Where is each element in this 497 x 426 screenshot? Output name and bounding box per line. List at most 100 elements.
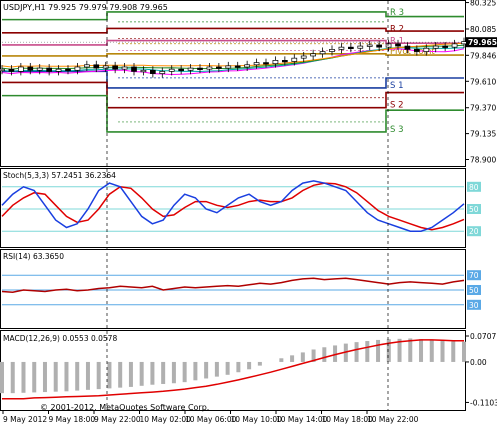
candle <box>272 60 279 65</box>
candle <box>348 46 354 50</box>
macd-tick-label: -0.1103 <box>470 398 497 407</box>
price-tick-label: 80.325 <box>470 0 496 8</box>
candle <box>263 62 269 65</box>
candle <box>338 46 345 50</box>
rsi-level-label: 50 <box>469 286 479 295</box>
candle <box>461 41 467 45</box>
price-tick-label: 78.900 <box>470 155 496 164</box>
macd-histogram-bar <box>311 349 316 362</box>
macd-histogram-bar <box>257 361 262 366</box>
macd-histogram-bar <box>75 361 80 391</box>
rsi-label: RSI(14) 63.3650 <box>3 252 64 261</box>
macd-histogram-bar <box>118 361 123 388</box>
candle <box>357 45 364 49</box>
stoch-level-tag <box>467 181 481 192</box>
candle <box>131 66 137 72</box>
time-tick-label: 10 May 14:00 <box>276 415 328 424</box>
candle <box>423 47 430 52</box>
time-tick-label: 10 May 06:00 <box>185 415 237 424</box>
candle <box>385 43 392 48</box>
candle <box>140 69 147 73</box>
rsi-line <box>1 277 465 293</box>
macd-signal-line <box>2 339 464 400</box>
macd-histogram-bar <box>354 342 359 362</box>
time-tick-label: 10 May 10:00 <box>231 415 283 424</box>
stoch-level-tag <box>467 226 481 237</box>
candle <box>121 66 128 70</box>
macd-histogram-bar <box>333 345 338 362</box>
macd-histogram-bar <box>182 361 187 383</box>
copyright: © 2001-2012, MetaQuotes Software Corp. <box>40 403 209 412</box>
pivot-line <box>2 39 464 46</box>
price-tick-label: 80.085 <box>470 25 496 34</box>
macd-histogram-bar <box>225 361 230 375</box>
macd-histogram-bar <box>343 343 348 362</box>
candle <box>93 64 100 69</box>
pivot-line <box>2 52 464 57</box>
pivot-label: R 1 <box>390 37 404 47</box>
candle <box>150 69 156 74</box>
macd-histogram-bar <box>214 361 219 377</box>
macd-histogram-bar <box>150 361 155 385</box>
stoch-level-label: 20 <box>469 227 479 236</box>
macd-histogram-bar <box>451 341 456 362</box>
candle <box>0 68 5 72</box>
candle <box>55 68 62 72</box>
rsi-level-tag <box>467 299 481 310</box>
macd-histogram-bar <box>21 361 26 393</box>
candle <box>36 67 43 71</box>
current-price-tag <box>466 37 497 48</box>
candle <box>329 49 335 52</box>
pivot-label: S 1 <box>390 81 404 91</box>
candle <box>46 67 52 72</box>
candle <box>395 43 401 47</box>
macd-histogram-bar <box>419 339 424 362</box>
macd-tick-label: 0.00 <box>470 358 487 367</box>
macd-histogram-bar <box>64 361 69 392</box>
macd-histogram-bar <box>0 361 4 394</box>
macd-histogram-bar <box>300 352 305 362</box>
macd-histogram-bar <box>53 361 58 392</box>
candle <box>27 66 34 71</box>
macd-histogram-bar <box>365 341 370 362</box>
macd-histogram-bar <box>408 338 413 362</box>
macd-histogram-bar <box>429 339 434 362</box>
pivot-line <box>2 81 464 109</box>
time-tick-label: 10 May 18:00 <box>322 415 374 424</box>
moving-average-line <box>1 42 465 68</box>
candle <box>18 66 24 72</box>
stoch-level-tag <box>467 204 481 214</box>
stoch-panel <box>0 168 466 248</box>
price-tick-label: 79.370 <box>470 104 496 113</box>
macd-histogram-bar <box>440 340 445 362</box>
price-tick-label: 79.135 <box>470 130 496 139</box>
pivot-label: S 3 <box>390 125 404 135</box>
candle <box>102 65 109 69</box>
pivot-label: R 3 <box>390 8 404 18</box>
pivot-label: R 2 <box>390 24 404 34</box>
candle <box>366 44 373 47</box>
rsi-level-tag <box>467 270 481 281</box>
candle <box>282 60 288 63</box>
macd-histogram-bar <box>32 361 37 393</box>
candle <box>300 55 307 59</box>
macd-histogram-bar <box>247 361 252 370</box>
candle <box>159 71 166 74</box>
pivot-label: Pivot Point <box>390 47 435 57</box>
time-tick-label: 10 May 02:00 <box>140 415 192 424</box>
candle <box>8 68 15 72</box>
candle <box>178 68 184 72</box>
time-tick-label: 10 May 22:00 <box>367 415 419 424</box>
candle <box>206 66 213 70</box>
macd-histogram-bar <box>290 355 295 362</box>
stoch-level-label: 80 <box>469 183 479 192</box>
candle <box>414 49 420 52</box>
macd-histogram-bar <box>139 361 144 386</box>
macd-histogram-bar <box>236 361 241 373</box>
macd-label: MACD(12,26,9) 0.0553 0.0578 <box>3 334 117 343</box>
macd-histogram-bar <box>128 361 133 387</box>
macd-histogram-bar <box>193 361 198 381</box>
macd-histogram-bar <box>10 361 15 394</box>
candle <box>319 51 326 55</box>
price-title: USDJPY,H1 79.925 79.979 79.908 79.965 <box>3 3 168 12</box>
